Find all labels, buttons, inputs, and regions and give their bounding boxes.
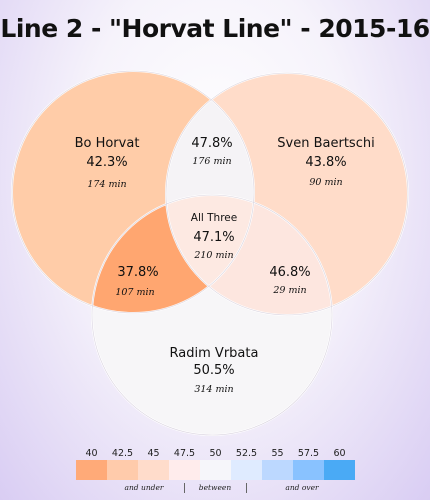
- legend-swatch: [138, 460, 169, 480]
- legend-swatch: [76, 460, 107, 480]
- legend-swatch: [262, 460, 293, 480]
- all-three-name: All Three: [191, 212, 237, 224]
- horvat-vrbata-pct: 37.8%: [117, 265, 158, 280]
- horvat-name: Bo Horvat: [75, 136, 140, 151]
- horvat-vrbata-min: 107 min: [115, 287, 154, 298]
- legend-swatch: [107, 460, 138, 480]
- baertschi-vrbata-min: 29 min: [272, 285, 306, 296]
- legend-caption: and under: [124, 483, 164, 492]
- outline-horvat-inner: [11, 70, 255, 314]
- legend-swatch: [293, 460, 324, 480]
- baertschi-name: Sven Baertschi: [277, 136, 374, 151]
- legend-swatch: [231, 460, 262, 480]
- chart-title: Line 2 - "Horvat Line" - 2015-16: [0, 14, 430, 43]
- baertschi-min: 90 min: [309, 177, 342, 188]
- legend-caption: between: [198, 483, 232, 492]
- legend-tick-label: 55: [271, 448, 284, 459]
- vrbata-name: Radim Vrbata: [170, 346, 259, 361]
- horvat-pct: 42.3%: [86, 155, 127, 170]
- legend-tick-label: 40: [85, 448, 98, 459]
- horvat-baertschi-pct: 47.8%: [191, 136, 232, 151]
- color-legend: 40 42.5 45 47.5 50 52.5 55 57.5 60 and under betwe…: [76, 448, 356, 494]
- region-baertschi-vrbata: [166, 195, 332, 315]
- legend-tick-label: 50: [209, 448, 222, 459]
- legend-swatch: [200, 460, 231, 480]
- baertschi-pct: 43.8%: [305, 155, 346, 170]
- legend-tick-label: 57.5: [297, 448, 320, 459]
- legend-tick-label: 42.5: [111, 448, 134, 459]
- region-horvat-vrbata: [92, 195, 254, 313]
- all-three-min: 210 min: [193, 250, 233, 261]
- legend-tick-label: 45: [147, 448, 160, 459]
- horvat-min: 174 min: [87, 179, 126, 190]
- vrbata-pct: 50.5%: [193, 363, 234, 378]
- horvat-baertschi-min: 176 min: [192, 156, 231, 167]
- legend-tick-label: 47.5: [173, 448, 196, 459]
- legend-separator: [184, 483, 185, 493]
- legend-swatch: [324, 460, 355, 480]
- legend-tick-label: 52.5: [235, 448, 258, 459]
- vrbata-min: 314 min: [194, 384, 233, 395]
- baertschi-vrbata-pct: 46.8%: [269, 265, 310, 280]
- outline-vrbata-inner: [91, 194, 333, 436]
- outline-baertschi-inner: [165, 72, 409, 316]
- all-three-pct: 47.1%: [193, 230, 234, 245]
- legend-swatch: [169, 460, 200, 480]
- legend-caption: and over: [285, 483, 319, 492]
- legend-tick-label: 60: [333, 448, 346, 459]
- legend-separator: [246, 483, 247, 493]
